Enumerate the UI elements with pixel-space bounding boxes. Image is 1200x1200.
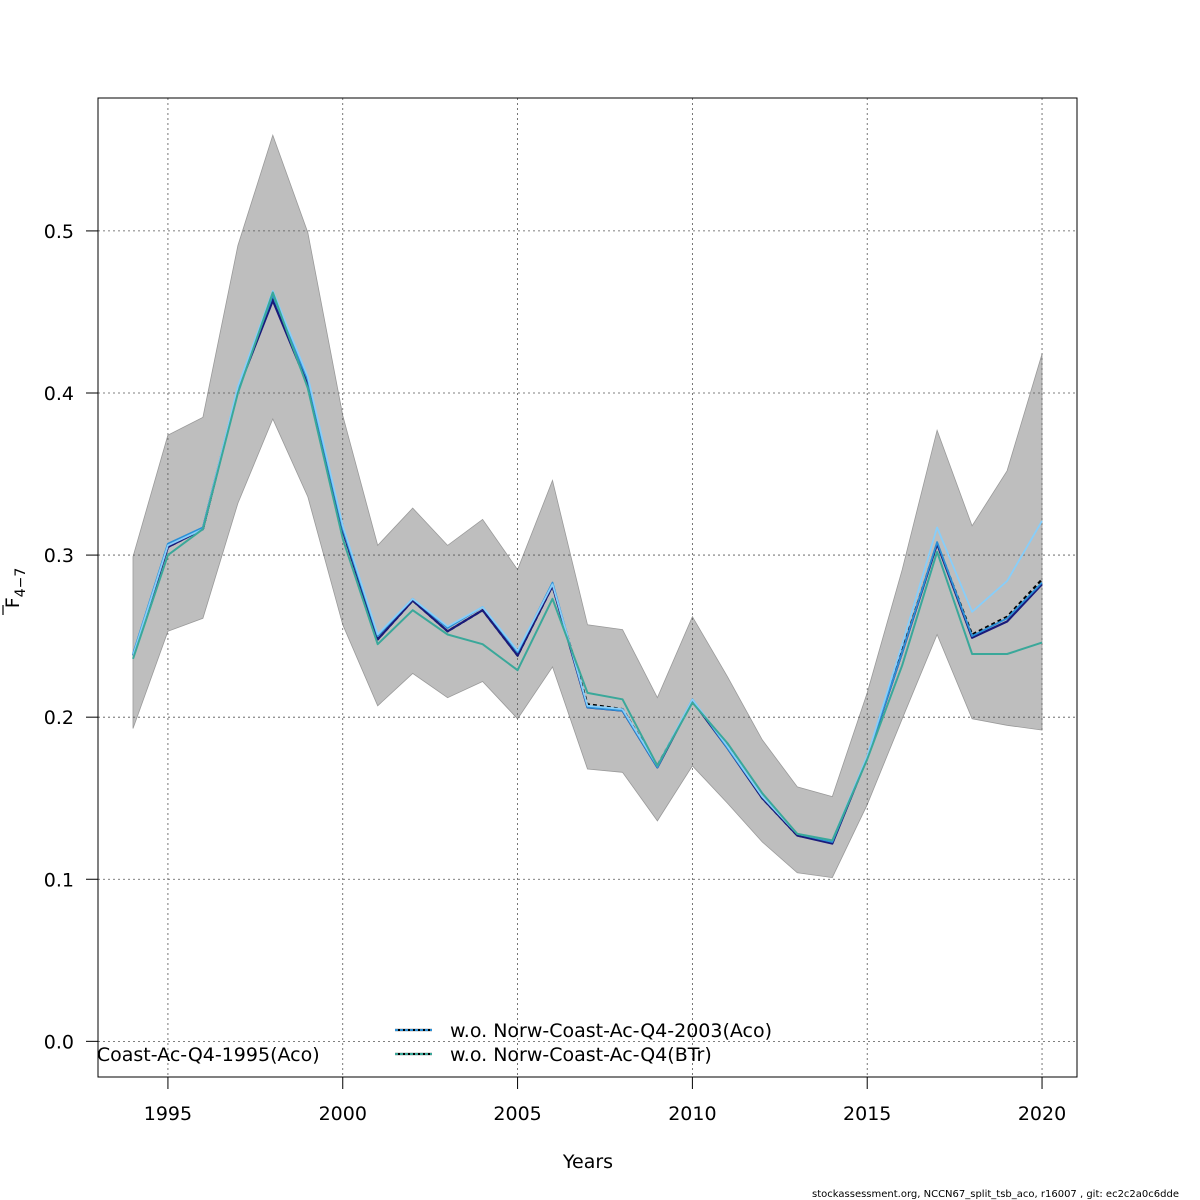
x-tick-label: 1995: [144, 1103, 192, 1125]
x-tick-label: 2010: [668, 1103, 716, 1125]
y-axis: 0.0 0.1 0.2 0.3 0.4 0.5: [44, 221, 98, 1053]
plot-frame: [97, 97, 1078, 1078]
y-tick-label: 0.2: [44, 707, 74, 729]
y-tick-label: 0.1: [44, 869, 74, 891]
legend-label: orw-Coast-Ac-Q4-1995(Aco): [55, 1044, 320, 1066]
x-axis: 1995 2000 2005 2010 2015 2020: [144, 1077, 1066, 1125]
y-axis-title: F4−7: [2, 568, 29, 615]
grid-layer: [98, 98, 1077, 1077]
legend-label: w.o. Norw-Coast-Ac-Q4(BTr): [450, 1044, 712, 1066]
x-tick-label: 2005: [493, 1103, 541, 1125]
y-axis-title-main: F: [2, 597, 24, 608]
x-tick-label: 2015: [843, 1103, 891, 1125]
series-line-4: [132, 289, 1043, 842]
confidence-band-layer: [132, 134, 1043, 879]
confidence-band: [132, 134, 1043, 879]
x-tick-label: 2000: [319, 1103, 367, 1125]
y-tick-label: 0.0: [44, 1031, 74, 1053]
svg-text:F4−7: F4−7: [2, 568, 29, 608]
y-tick-label: 0.4: [44, 383, 74, 405]
y-axis-title-sub: 4−7: [13, 568, 29, 598]
series-line-5: [132, 291, 1043, 842]
legend-label: w.o. Norw-Coast-Ac-Q4-2003(Aco): [450, 1020, 772, 1042]
y-tick-label: 0.5: [44, 221, 74, 243]
footer-text: stockassessment.org, NCCN67_split_tsb_ac…: [812, 1189, 1179, 1200]
x-tick-label: 2020: [1018, 1103, 1066, 1125]
x-axis-title: Years: [562, 1151, 613, 1173]
series-layer: [131, 289, 1043, 845]
y-tick-label: 0.3: [44, 545, 74, 567]
